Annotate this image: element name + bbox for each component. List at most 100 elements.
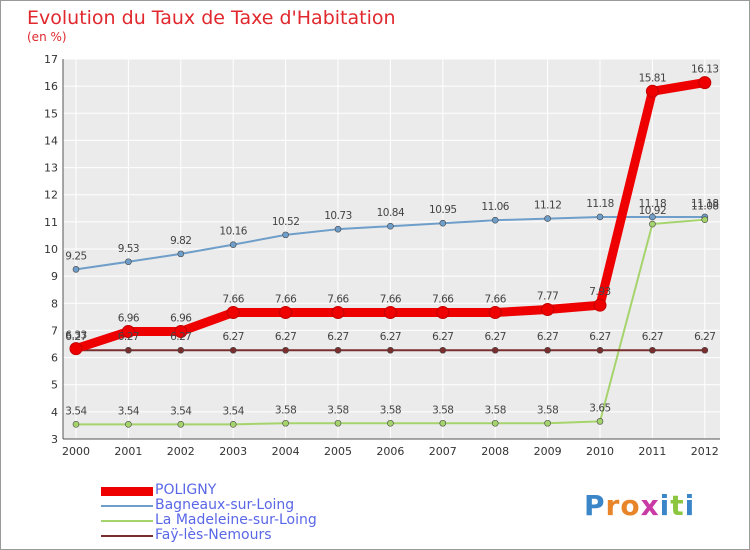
data-point	[279, 306, 293, 320]
data-point	[72, 266, 80, 273]
data-point	[69, 342, 83, 356]
data-label: 3.58	[327, 404, 348, 416]
data-point	[229, 421, 237, 428]
data-point	[282, 419, 289, 427]
data-point	[174, 325, 188, 339]
legend-label: POLIGNY	[155, 482, 217, 498]
data-label: 6.27	[223, 331, 244, 343]
legend-item-fay: Faÿ-lès-Nemours	[101, 527, 401, 543]
x-tick-label: 2006	[376, 445, 404, 458]
y-tick-label: 16	[44, 80, 58, 93]
data-label: 6.27	[537, 331, 558, 343]
y-tick-label: 4	[51, 406, 58, 419]
proxiti-logo: Proxiti	[584, 489, 695, 522]
chart-subtitle: (en %)	[27, 30, 67, 44]
data-point	[387, 222, 394, 230]
data-label: 11.18	[691, 198, 719, 210]
data-point	[125, 421, 132, 428]
x-tick-label: 2009	[534, 445, 562, 458]
x-tick-label: 2005	[324, 445, 352, 458]
data-label: 6.27	[642, 331, 663, 343]
data-point	[645, 84, 659, 98]
data-point	[649, 346, 656, 354]
data-point	[331, 306, 345, 320]
data-point	[439, 219, 447, 227]
data-point	[698, 76, 712, 90]
data-point	[383, 306, 397, 320]
data-label: 3.54	[223, 405, 245, 417]
data-label: 10.92	[639, 205, 667, 217]
legend-item-poligny: POLIGNY	[101, 482, 401, 498]
data-label: 11.12	[534, 200, 562, 212]
legend-label: Bagneaux-sur-Loing	[155, 497, 295, 513]
data-point	[282, 346, 289, 354]
data-label: 11.18	[586, 198, 614, 210]
data-point	[436, 306, 450, 320]
data-label: 11.06	[481, 201, 509, 213]
logo-letter: i	[659, 489, 671, 522]
y-tick-label: 5	[51, 379, 58, 392]
legend-item-bagneaux: Bagneaux-sur-Loing	[101, 497, 401, 513]
legend-label: La Madeleine-sur-Loing	[155, 512, 317, 528]
data-point	[596, 213, 604, 221]
legend-item-madeleine: La Madeleine-sur-Loing	[101, 512, 401, 528]
data-label: 6.27	[380, 331, 401, 343]
data-point	[334, 419, 342, 427]
data-label: 3.54	[170, 405, 192, 417]
data-label: 6.27	[432, 331, 453, 343]
x-tick-label: 2002	[167, 445, 195, 458]
data-point	[491, 216, 499, 224]
data-point	[121, 325, 135, 339]
data-point	[177, 250, 185, 258]
legend-swatch	[101, 520, 153, 522]
data-point	[488, 306, 502, 320]
data-label: 6.27	[170, 331, 191, 343]
y-tick-label: 14	[44, 134, 58, 147]
data-label: 6.96	[170, 313, 192, 325]
x-tick-label: 2007	[429, 445, 457, 458]
data-point	[229, 346, 237, 354]
legend-swatch	[101, 505, 153, 507]
y-tick-label: 10	[44, 243, 58, 256]
y-tick-label: 7	[51, 324, 58, 337]
logo-letter: t	[670, 489, 685, 522]
data-label: 7.66	[485, 294, 507, 306]
data-label: 3.58	[380, 404, 401, 416]
logo-letter: P	[584, 489, 606, 522]
x-tick-label: 2001	[114, 445, 142, 458]
data-point	[226, 306, 240, 320]
data-label: 16.13	[691, 64, 719, 76]
data-point	[596, 346, 604, 354]
data-label: 3.54	[118, 405, 140, 417]
data-point	[701, 216, 709, 223]
logo-letter: r	[605, 489, 621, 522]
x-tick-label: 2011	[638, 445, 666, 458]
data-label: 11.08	[691, 201, 719, 213]
data-point	[177, 346, 185, 354]
data-label: 10.73	[324, 210, 352, 222]
data-label: 10.84	[377, 207, 405, 219]
data-label: 3.58	[537, 404, 558, 416]
data-label: 3.58	[432, 404, 453, 416]
data-point	[282, 231, 289, 239]
y-tick-label: 15	[44, 107, 58, 120]
y-tick-label: 3	[51, 433, 58, 446]
data-label: 7.66	[380, 294, 402, 306]
data-point	[544, 346, 551, 354]
x-tick-label: 2010	[586, 445, 614, 458]
logo-letter: o	[620, 489, 641, 522]
data-label: 7.93	[589, 286, 610, 298]
data-point	[491, 346, 499, 354]
data-label: 6.96	[118, 313, 140, 325]
x-tick-label: 2012	[691, 445, 719, 458]
data-label: 6.27	[118, 331, 139, 343]
data-label: 7.66	[223, 294, 245, 306]
data-point	[334, 225, 342, 233]
y-tick-label: 17	[44, 53, 58, 66]
data-point	[544, 215, 551, 222]
data-label: 10.16	[219, 226, 247, 238]
data-point	[387, 346, 394, 354]
y-tick-label: 9	[51, 270, 58, 283]
